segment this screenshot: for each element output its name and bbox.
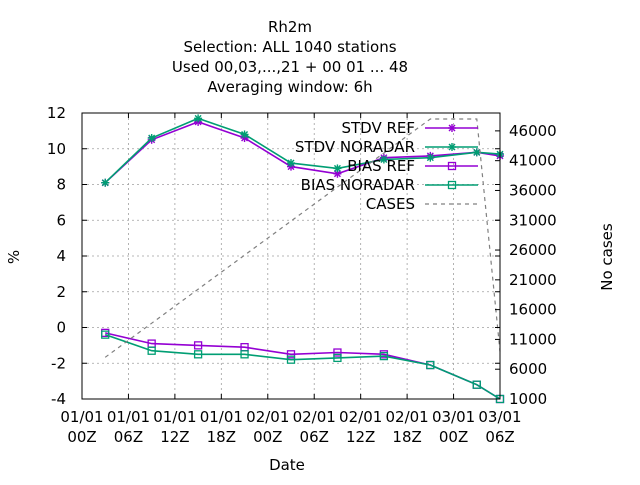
data-point — [426, 153, 435, 162]
data-point — [333, 353, 342, 363]
y-tick-label: 0 — [56, 319, 66, 337]
data-point — [194, 114, 203, 123]
x-tick-label-hour: 00Z — [67, 428, 96, 446]
data-point — [472, 380, 481, 389]
data-point — [426, 360, 435, 370]
series-line — [105, 332, 501, 400]
x-tick-label-date: 01/01 — [60, 408, 103, 426]
chart-title: Rh2m Selection: ALL 1040 stations Used 00,… — [172, 18, 408, 96]
data-point — [240, 130, 249, 139]
y2-tick-label: 26000 — [509, 241, 557, 259]
chart-title-line: Rh2m — [268, 18, 312, 36]
x-tick-label-date: 02/01 — [385, 408, 428, 426]
data-point — [333, 164, 342, 173]
x-tick-label-date: 01/01 — [153, 408, 196, 426]
x-axis-label: Date — [269, 456, 305, 474]
legend-label: STDV REF — [341, 119, 415, 137]
data-point — [379, 155, 388, 164]
x-tick-label-hour: 06Z — [300, 428, 329, 446]
x-tick-label-hour: 18Z — [392, 428, 421, 446]
x-tick-label-hour: 18Z — [207, 428, 236, 446]
y-tick-label: 2 — [56, 283, 66, 301]
chart-title-line: Selection: ALL 1040 stations — [183, 38, 396, 56]
y2-tick-label: 36000 — [509, 181, 557, 199]
x-tick-label-hour: 06Z — [485, 428, 514, 446]
x-tick-label-hour: 12Z — [346, 428, 375, 446]
x-tick-label-hour: 06Z — [114, 428, 143, 446]
y2-tick-label: 6000 — [509, 360, 547, 378]
data-point — [147, 134, 156, 143]
y2-tick-label: 16000 — [509, 301, 557, 319]
y2-axis: 1000 6000 11000 16000 21000 26000 31000 36000 41… — [495, 122, 557, 408]
x-tick-label-date: 02/01 — [293, 408, 336, 426]
x-tick-label-date: 01/01 — [200, 408, 243, 426]
y-tick-label: 10 — [47, 140, 66, 158]
y-tick-label: -2 — [51, 354, 66, 372]
data-point — [379, 351, 389, 361]
data-point — [472, 148, 481, 157]
series-line — [104, 118, 501, 358]
data-point — [193, 341, 203, 350]
x-tick-label-date: 03/01 — [432, 408, 475, 426]
legend-label: CASES — [366, 195, 415, 213]
x-tick-label-date: 02/01 — [246, 408, 289, 426]
data-point — [447, 161, 457, 171]
data-point — [333, 348, 342, 357]
y2-tick-label: 31000 — [509, 211, 557, 229]
legend-label: BIAS NORADAR — [301, 176, 415, 194]
data-point — [448, 143, 456, 151]
chart-title-line: Used 00,03,...,21 + 00 01 ... 48 — [172, 58, 408, 76]
chart-title-line: Averaging window: 6h — [207, 78, 372, 96]
y2-axis-label: No cases — [598, 223, 616, 291]
data-point — [240, 350, 249, 359]
data-point — [287, 159, 295, 168]
data-point — [193, 350, 203, 359]
y2-tick-label: 11000 — [509, 330, 557, 348]
y2-tick-label: 21000 — [509, 271, 557, 289]
x-tick-label-hour: 12Z — [160, 428, 189, 446]
series-bias-ref — [101, 328, 505, 404]
series-cases — [104, 118, 501, 358]
x-tick-label-date: 03/01 — [478, 408, 521, 426]
series-line — [104, 121, 501, 184]
data-point — [101, 178, 110, 187]
y-tick-label: 12 — [47, 104, 66, 122]
legend-label: BIAS REF — [347, 157, 415, 175]
y2-tick-label: 1000 — [509, 390, 547, 408]
y-tick-label: 6 — [56, 211, 66, 229]
series-line — [104, 333, 501, 400]
y-tick-label: 8 — [56, 176, 66, 194]
x-tick-label-date: 01/01 — [107, 408, 150, 426]
data-point — [286, 350, 296, 359]
data-point — [447, 180, 457, 190]
y2-tick-label: 46000 — [509, 122, 557, 140]
data-point — [333, 169, 342, 178]
data-point — [101, 330, 110, 339]
y-axis: -4 -2 0 2 4 6 8 10 12 — [47, 104, 500, 408]
x-tick-label-hour: 00Z — [439, 428, 468, 446]
series-stdv-noradar — [101, 114, 504, 187]
x-tick-label-hour: 00Z — [253, 428, 282, 446]
series-bias-noradar — [101, 330, 505, 404]
data-point — [286, 355, 296, 364]
y-tick-label: 4 — [56, 247, 66, 265]
y-tick-label: -4 — [51, 390, 66, 408]
series-line — [104, 117, 501, 184]
series-layer — [101, 114, 505, 404]
data-point — [448, 124, 456, 132]
x-axis: 01/01 00Z 01/01 06Z 01/01 12Z 01/01 18Z 02/01 00Z… — [60, 113, 522, 446]
data-point — [147, 346, 156, 355]
legend-label: STDV NORADAR — [295, 138, 415, 156]
y-axis-label: % — [5, 250, 23, 264]
y2-tick-label: 41000 — [509, 152, 557, 170]
x-tick-label-date: 02/01 — [339, 408, 382, 426]
